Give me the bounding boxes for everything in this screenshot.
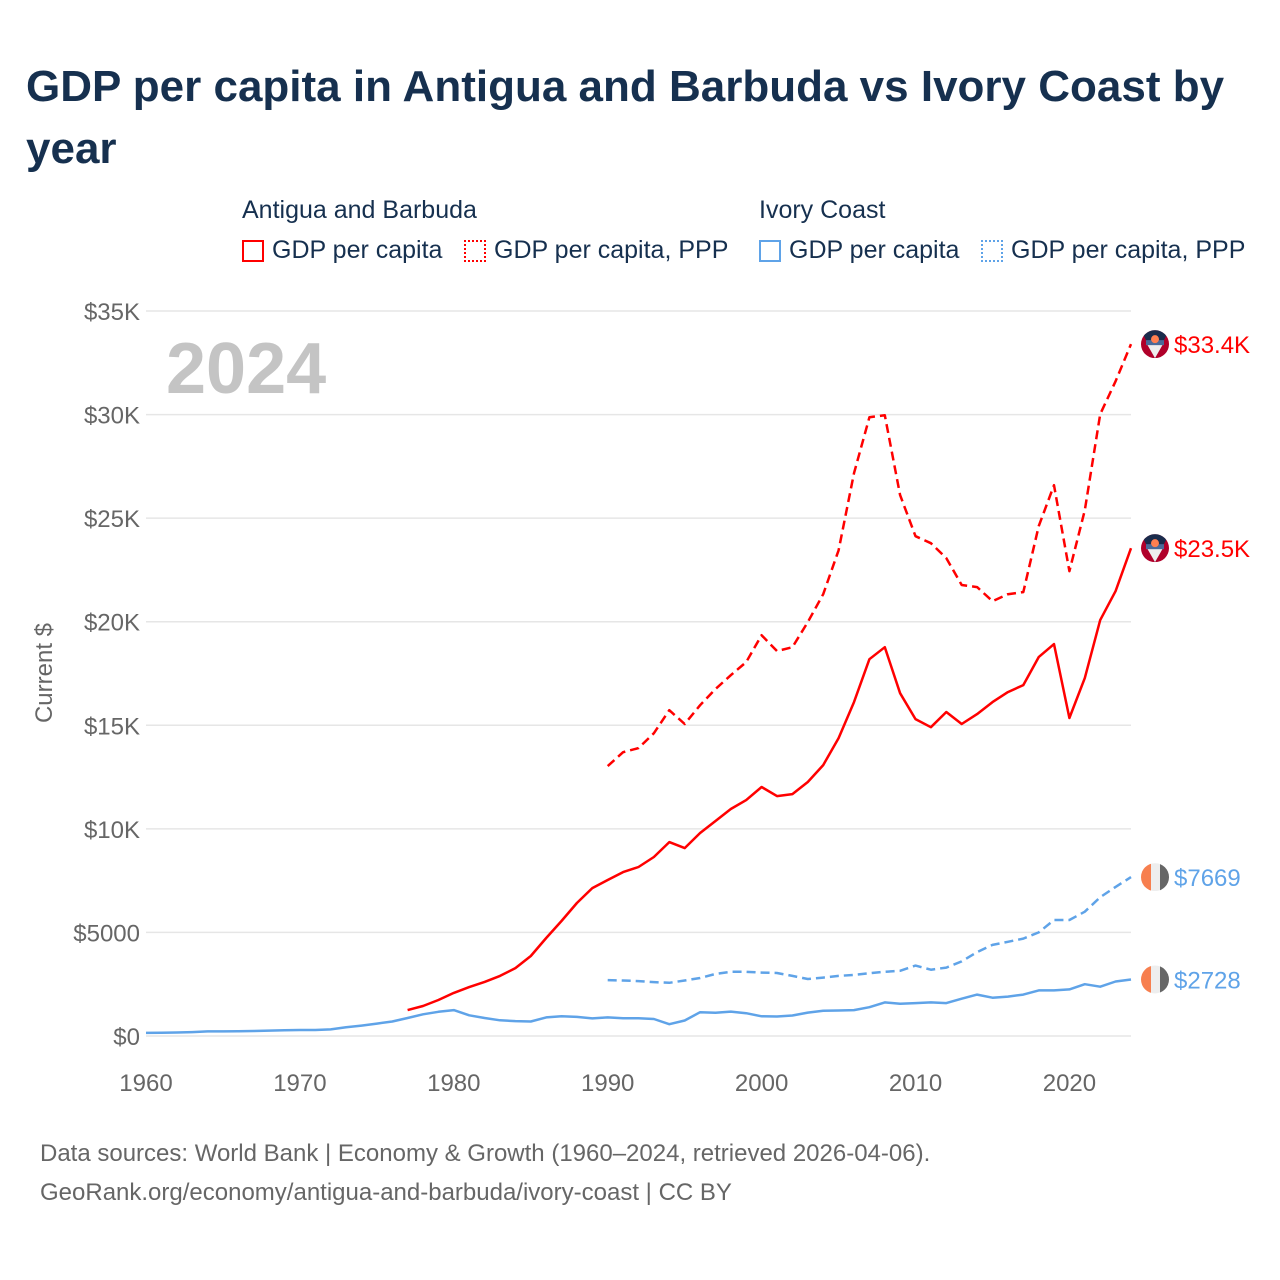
- legend-group-ivory: Ivory Coast: [759, 196, 886, 224]
- y-axis-label: Current $: [31, 623, 58, 723]
- legend-swatch-solid: [242, 239, 264, 262]
- antigua-flag-icon: [1141, 330, 1169, 359]
- chart-title: GDP per capita in Antigua and Barbuda vs…: [26, 62, 1225, 173]
- y-tick-label: $15K: [84, 713, 140, 740]
- footer-sources: Data sources: World Bank | Economy & Gro…: [40, 1140, 931, 1167]
- legend-item-ivory-ppp[interactable]: GDP per capita, PPP: [981, 236, 1245, 265]
- x-tick-label: 1990: [581, 1070, 634, 1097]
- legend-swatch-dotted: [464, 239, 486, 262]
- y-tick-label: $0: [113, 1024, 140, 1051]
- y-tick-label: $20K: [84, 610, 140, 637]
- legend-label: GDP per capita: [272, 236, 443, 264]
- x-tick-label: 2020: [1043, 1070, 1096, 1097]
- series-line-antigua-gdp: [407, 547, 1133, 1012]
- y-tick-label: $5000: [73, 920, 140, 947]
- series-line-antigua-ppp: [606, 343, 1133, 768]
- end-value-label: $7669: [1174, 865, 1241, 892]
- ivory-coast-flag-icon: [1141, 863, 1169, 892]
- series-line-ivory-gdp: [145, 978, 1132, 1035]
- legend-label: GDP per capita, PPP: [494, 236, 729, 264]
- x-tick-label: 1980: [427, 1070, 480, 1097]
- series-line-ivory-ppp: [607, 876, 1132, 985]
- end-value-label: $33.4K: [1174, 332, 1250, 359]
- legend-label: GDP per capita: [789, 236, 960, 264]
- x-tick-label: 1970: [273, 1070, 326, 1097]
- legend-group-antigua: Antigua and Barbuda: [242, 196, 477, 224]
- x-tick-label: 2000: [735, 1070, 788, 1097]
- footer-link[interactable]: GeoRank.org/economy/antigua-and-barbuda/…: [40, 1179, 732, 1206]
- legend-item-antigua-ppp[interactable]: GDP per capita, PPP: [464, 236, 728, 265]
- y-tick-label: $25K: [84, 506, 140, 533]
- y-tick-label: $30K: [84, 403, 140, 430]
- legend-label: GDP per capita, PPP: [1011, 236, 1246, 264]
- end-value-label: $2728: [1174, 967, 1241, 994]
- legend-swatch-dotted: [981, 239, 1003, 262]
- legend-swatch-solid: [759, 239, 781, 262]
- y-tick-label: $10K: [84, 817, 140, 844]
- year-label: 2024: [166, 329, 326, 409]
- x-tick-label: 1960: [119, 1070, 172, 1097]
- x-tick-label: 2010: [889, 1070, 942, 1097]
- y-tick-label: $35K: [84, 299, 140, 326]
- legend-item-ivory-gdp[interactable]: GDP per capita: [759, 236, 959, 265]
- legend-item-antigua-gdp[interactable]: GDP per capita: [242, 236, 442, 265]
- end-value-label: $23.5K: [1174, 536, 1250, 563]
- ivory-coast-flag-icon: [1141, 965, 1169, 994]
- antigua-flag-icon: [1141, 534, 1169, 563]
